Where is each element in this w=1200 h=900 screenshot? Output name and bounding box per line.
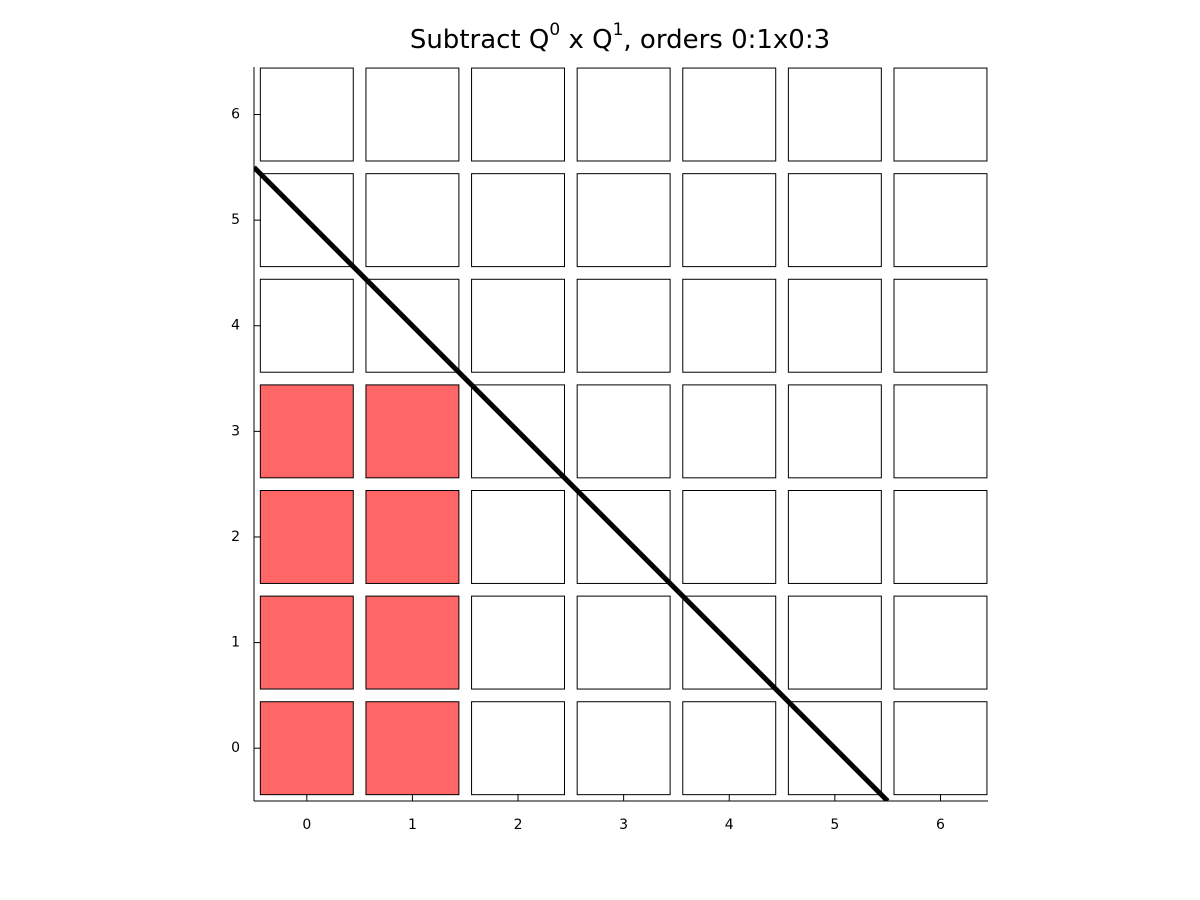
y-tick-label: 1 — [231, 635, 240, 651]
cell — [259, 278, 354, 373]
diagonal-line — [254, 165, 890, 801]
chart-title: Subtract Q0 x Q1, orders 0:1x0:3 — [410, 20, 830, 55]
cell — [576, 595, 671, 690]
cell — [471, 67, 565, 162]
cell — [787, 278, 882, 373]
cell — [576, 701, 671, 796]
cell — [576, 173, 671, 268]
cell — [471, 173, 565, 268]
cell — [787, 490, 882, 584]
cell — [365, 173, 460, 268]
cell — [576, 384, 671, 479]
y-tick-label: 5 — [231, 212, 240, 228]
y-tick-label: 2 — [231, 529, 240, 545]
title-superscript: 0 — [549, 20, 560, 40]
x-tick-label: 4 — [725, 817, 734, 833]
y-tick-label: 0 — [231, 740, 240, 756]
cell — [787, 67, 882, 162]
cell — [893, 384, 988, 479]
x-tick-label: 5 — [830, 817, 839, 833]
filled-cell — [365, 595, 460, 690]
title-text: x Q — [560, 25, 612, 55]
filled-cell — [259, 490, 354, 584]
cell — [576, 278, 671, 373]
cell — [259, 67, 354, 162]
cell — [787, 173, 882, 268]
cell — [576, 67, 671, 162]
cell — [893, 490, 988, 584]
cell — [893, 701, 988, 796]
filled-cell — [259, 384, 354, 479]
cell — [893, 595, 988, 690]
y-tick-label: 6 — [231, 107, 240, 123]
title-text: Subtract Q — [410, 25, 550, 55]
cell — [471, 595, 565, 690]
cell — [893, 173, 988, 268]
cell — [893, 278, 988, 373]
plot-area — [254, 67, 988, 801]
filled-cell — [365, 384, 460, 479]
cell — [682, 173, 777, 268]
y-tick-label: 3 — [231, 423, 240, 439]
cell — [682, 490, 777, 584]
x-tick-label: 2 — [514, 817, 523, 833]
x-tick-label: 1 — [408, 817, 417, 833]
cell — [787, 595, 882, 690]
cell — [471, 278, 565, 373]
filled-cell — [259, 701, 354, 796]
cell — [682, 278, 777, 373]
x-tick-label: 6 — [936, 817, 945, 833]
cell — [365, 67, 460, 162]
cell — [893, 67, 988, 162]
y-tick-label: 4 — [231, 318, 240, 334]
x-tick-label: 0 — [302, 817, 311, 833]
x-tick-label: 3 — [619, 817, 628, 833]
filled-cell — [259, 595, 354, 690]
cell — [471, 490, 565, 584]
filled-cell — [365, 490, 460, 584]
cell — [682, 384, 777, 479]
title-superscript: 1 — [613, 20, 624, 40]
cell — [682, 701, 777, 796]
cell — [471, 701, 565, 796]
filled-cell — [365, 701, 460, 796]
title-text: , orders 0:1x0:3 — [623, 25, 830, 55]
cell — [787, 384, 882, 479]
cell — [682, 67, 777, 162]
